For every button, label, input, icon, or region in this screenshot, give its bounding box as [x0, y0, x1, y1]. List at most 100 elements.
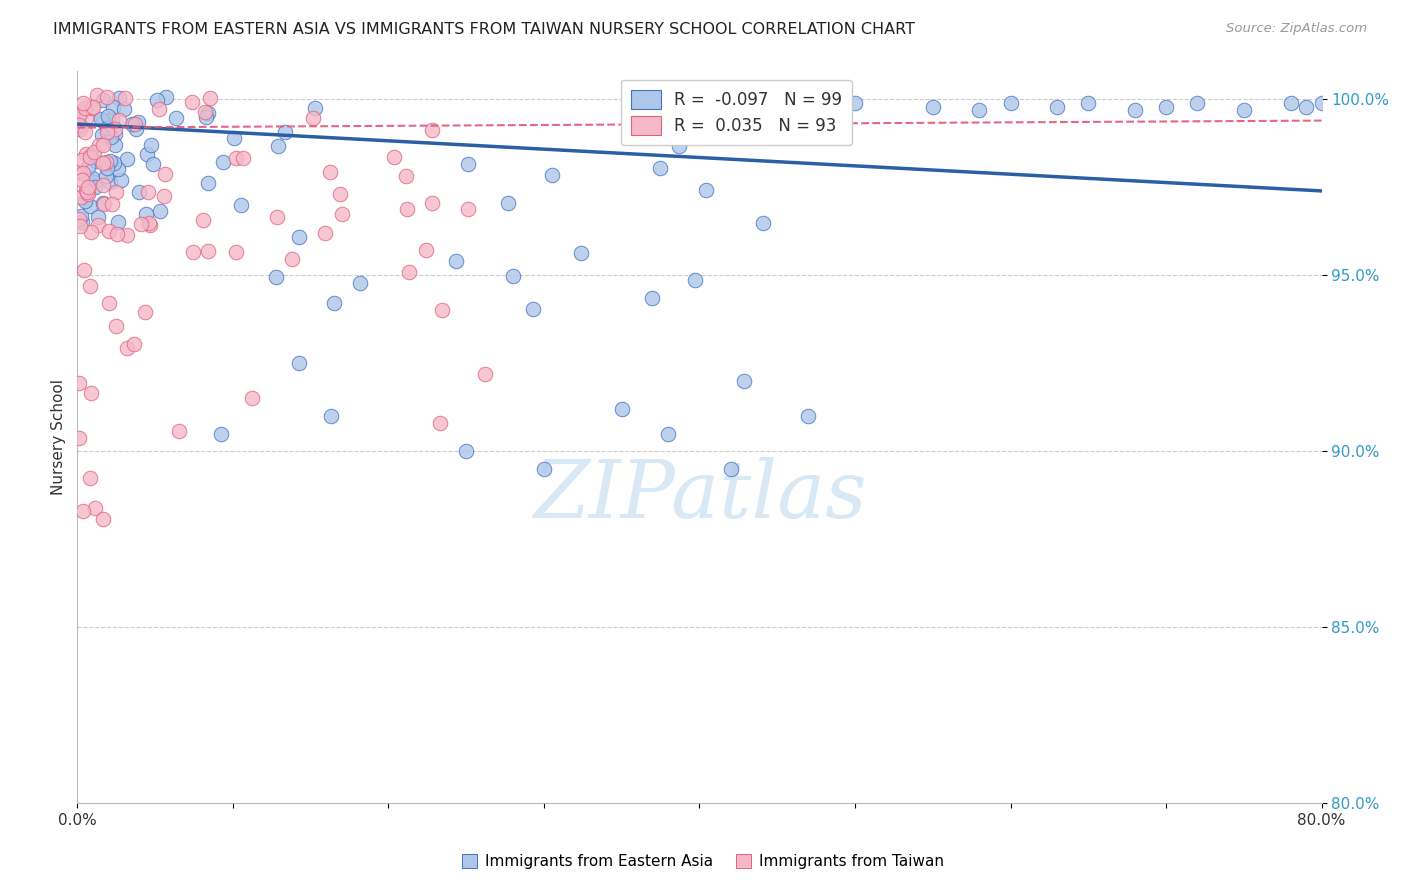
Point — [91, 138, 114, 153]
Point — [76, 180, 98, 194]
Point — [84, 154, 107, 169]
Point — [139, 137, 162, 152]
Point — [103, 155, 125, 169]
Point — [69, 219, 91, 234]
Point — [1046, 99, 1069, 113]
Point — [101, 100, 124, 114]
Point — [97, 109, 120, 123]
Point — [165, 112, 187, 126]
Point — [79, 147, 101, 161]
Point — [502, 269, 524, 284]
Point — [96, 161, 118, 175]
Point — [75, 183, 97, 197]
Point — [1233, 103, 1256, 117]
Point — [225, 244, 247, 259]
Point — [69, 119, 91, 133]
Point — [148, 102, 170, 116]
Y-axis label: Nursery School: Nursery School — [51, 379, 66, 495]
Point — [683, 273, 706, 287]
Point — [1187, 95, 1209, 110]
Point — [1077, 95, 1099, 110]
Point — [1154, 99, 1177, 113]
Point — [1279, 95, 1302, 110]
Point — [79, 225, 101, 239]
Point — [398, 265, 420, 279]
Point — [650, 161, 672, 176]
Point — [75, 147, 97, 161]
Point — [153, 189, 176, 203]
Point — [70, 215, 93, 229]
Point — [96, 120, 118, 135]
Point — [267, 138, 290, 153]
Point — [79, 279, 101, 293]
Point — [104, 127, 127, 141]
Point — [733, 374, 755, 388]
Point — [281, 252, 304, 266]
Point — [533, 461, 555, 475]
Point — [136, 147, 159, 161]
Point — [70, 153, 93, 167]
Point — [72, 504, 94, 518]
Point — [304, 101, 326, 115]
Point — [104, 121, 127, 136]
Point — [240, 392, 263, 406]
Point — [110, 173, 132, 187]
Point — [67, 165, 90, 179]
Point — [288, 356, 311, 370]
Point — [668, 138, 690, 153]
Point — [124, 117, 146, 131]
Point — [127, 114, 149, 128]
Point — [96, 90, 118, 104]
Point — [430, 302, 453, 317]
Legend: R =  -0.097   N = 99, R =  0.035   N = 93: R = -0.097 N = 99, R = 0.035 N = 93 — [620, 79, 852, 145]
Point — [87, 219, 110, 233]
Point — [330, 207, 353, 221]
Point — [167, 424, 190, 438]
Point — [319, 165, 342, 179]
Point — [86, 87, 108, 102]
Point — [420, 123, 443, 137]
Point — [96, 125, 118, 139]
Point — [79, 198, 101, 212]
Point — [90, 112, 112, 126]
Point — [70, 209, 93, 223]
Point — [457, 157, 479, 171]
Point — [67, 431, 90, 445]
Point — [115, 227, 138, 242]
Point — [134, 305, 156, 319]
Point — [197, 244, 219, 259]
Point — [79, 150, 101, 164]
Point — [73, 101, 96, 115]
Point — [610, 401, 633, 416]
Point — [457, 202, 479, 217]
Point — [73, 263, 96, 277]
Point — [198, 91, 221, 105]
Point — [522, 301, 544, 316]
Point — [395, 202, 418, 217]
Point — [104, 138, 127, 153]
Point — [229, 198, 252, 212]
Point — [128, 185, 150, 199]
Point — [191, 213, 214, 227]
Point — [93, 93, 115, 107]
Point — [1310, 95, 1333, 110]
Point — [83, 175, 105, 189]
Point — [80, 386, 103, 401]
Point — [319, 409, 342, 423]
Point — [714, 112, 737, 126]
Point — [91, 156, 114, 170]
Point — [96, 169, 118, 183]
Point — [444, 254, 467, 268]
Point — [75, 111, 97, 125]
Point — [232, 151, 254, 165]
Point — [146, 94, 169, 108]
Point — [969, 103, 991, 117]
Point — [82, 100, 104, 114]
Point — [115, 341, 138, 355]
Point — [100, 129, 122, 144]
Point — [124, 122, 146, 136]
Point — [112, 102, 135, 116]
Point — [117, 153, 139, 167]
Point — [108, 91, 131, 105]
Point — [797, 409, 820, 423]
